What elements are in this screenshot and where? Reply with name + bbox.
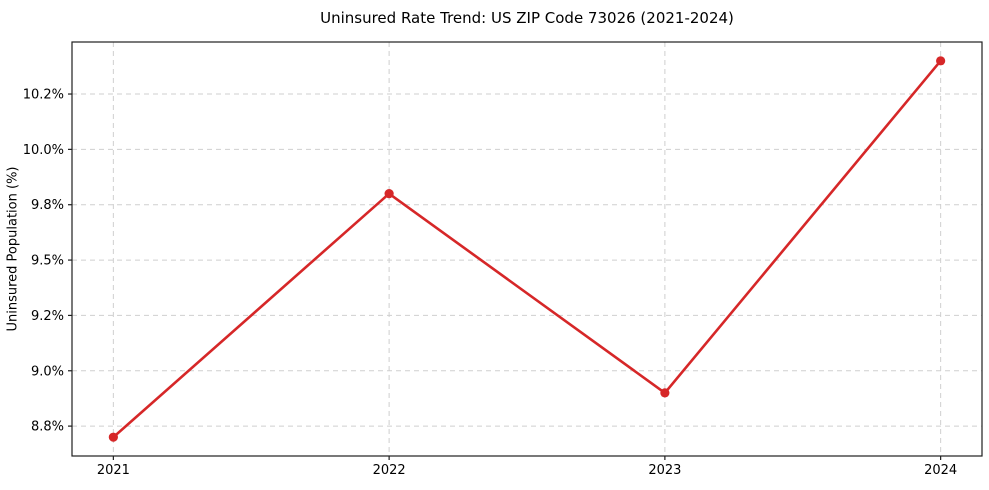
y-tick-label: 9.5% bbox=[31, 254, 64, 269]
y-tick-label: 9.2% bbox=[31, 309, 64, 324]
data-point-marker bbox=[384, 189, 394, 199]
y-tick-label: 9.8% bbox=[31, 198, 64, 213]
y-tick-label: 9.0% bbox=[31, 364, 64, 379]
trend-line bbox=[112, 59, 942, 439]
data-point-marker bbox=[936, 56, 946, 66]
y-tick-label: 10.0% bbox=[23, 143, 64, 158]
x-tick-label: 2023 bbox=[648, 463, 681, 478]
plot-border bbox=[71, 41, 983, 457]
data-point-marker bbox=[108, 432, 118, 442]
y-axis-label: Uninsured Population (%) bbox=[5, 166, 21, 332]
y-tick-label: 10.2% bbox=[23, 88, 64, 103]
x-tick-label: 2022 bbox=[373, 463, 406, 478]
data-point-marker bbox=[660, 388, 670, 398]
x-tick-label: 2021 bbox=[97, 463, 130, 478]
chart-title: Uninsured Rate Trend: US ZIP Code 73026 … bbox=[320, 9, 734, 27]
y-tick-label: 8.8% bbox=[31, 420, 64, 435]
x-tick-label: 2024 bbox=[924, 463, 957, 478]
